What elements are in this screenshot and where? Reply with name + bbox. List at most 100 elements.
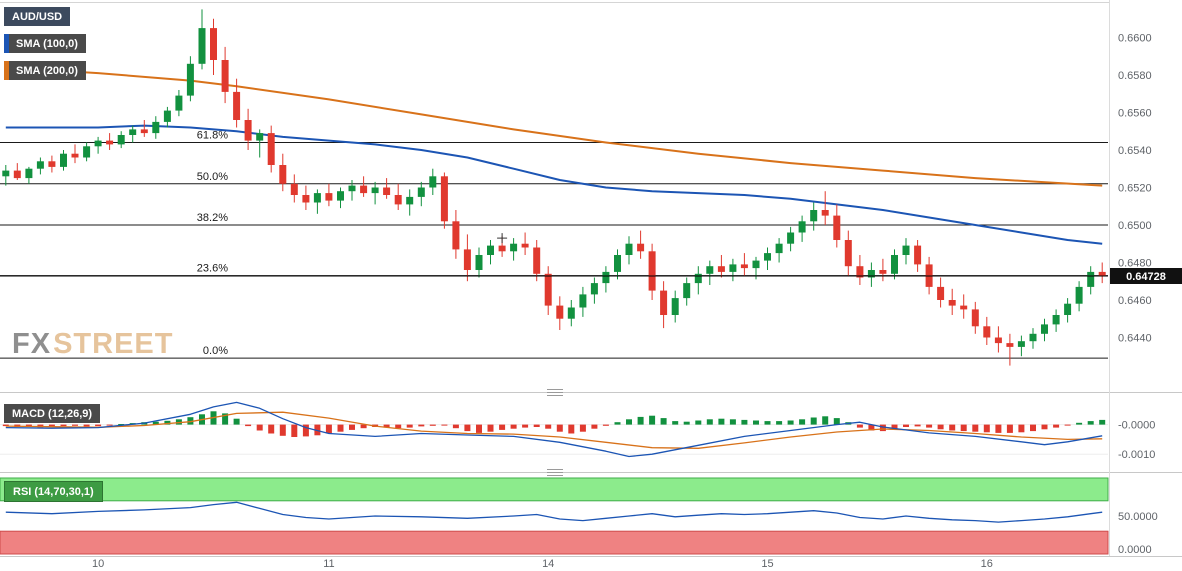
candle: [891, 249, 898, 280]
sma200-label: SMA (200,0): [16, 64, 78, 77]
candle: [879, 258, 887, 282]
candle: [36, 157, 44, 175]
candle: [614, 249, 621, 280]
candle: [440, 172, 448, 229]
candle: [694, 266, 702, 295]
rsi-oversold-band: [0, 530, 1109, 555]
symbol-text: AUD/USD: [12, 10, 63, 23]
candle: [325, 183, 333, 207]
pane-resize-handle[interactable]: [547, 389, 563, 396]
candle: [383, 178, 391, 199]
svg-text:0.6440: 0.6440: [1118, 333, 1152, 345]
sma100-line: [5, 124, 1103, 245]
last-price-badge: 0.64728: [1110, 268, 1182, 284]
candle: [267, 125, 275, 173]
candle: [544, 266, 552, 315]
candle: [867, 262, 875, 287]
candle: [140, 120, 148, 137]
watermark-fx-text: FX: [12, 328, 52, 360]
macd-axis[interactable]: -0.0000 -0.0010: [1118, 420, 1155, 462]
sma100-color-strip: [4, 34, 9, 53]
candle: [983, 316, 991, 345]
candle: [360, 176, 368, 197]
candle: [406, 189, 414, 216]
svg-text:50.0000: 50.0000: [1118, 511, 1158, 523]
candle: [533, 240, 541, 282]
macd-signal-line: [5, 411, 1103, 449]
watermark-street-text: STREET: [53, 328, 174, 360]
macd-label: MACD (12,26,9): [12, 407, 93, 420]
fib-retracement-levels[interactable]: 61.8% 50.0% 38.2% 23.6% 0.0%: [0, 130, 1108, 359]
candle: [567, 300, 575, 327]
candle: [186, 56, 194, 102]
candle: [590, 277, 598, 304]
price-axis[interactable]: 0.6600 0.6580 0.6560 0.6540 0.6520 0.6500 0.64…: [1118, 33, 1152, 345]
time-axis[interactable]: 10 11 14 15 16: [92, 558, 993, 570]
candle: [971, 301, 979, 334]
candle: [787, 226, 795, 252]
svg-text:-0.0000: -0.0000: [1118, 420, 1155, 432]
candle: [1029, 328, 1037, 349]
svg-text:0.0%: 0.0%: [203, 345, 228, 357]
candle: [302, 185, 310, 210]
svg-text:61.8%: 61.8%: [197, 130, 228, 142]
sma200-color-strip: [4, 61, 9, 80]
pane-resize-handle[interactable]: [547, 469, 563, 476]
candle: [637, 230, 645, 259]
candle: [1017, 335, 1025, 357]
sma100-label: SMA (100,0): [16, 37, 78, 50]
rsi-pane: [0, 477, 1109, 555]
symbol-label-chip[interactable]: AUD/USD: [4, 7, 71, 26]
candle: [671, 290, 679, 323]
sma100-legend-chip[interactable]: SMA (100,0): [4, 34, 86, 53]
candle: [221, 46, 229, 104]
candle: [948, 288, 956, 315]
candle: [1064, 298, 1072, 323]
sma200-legend-chip[interactable]: SMA (200,0): [4, 61, 86, 80]
rsi-label: RSI (14,70,30,1): [13, 485, 94, 498]
candle: [937, 277, 945, 308]
candle: [463, 234, 471, 282]
candle: [775, 238, 783, 263]
rsi-legend-chip[interactable]: RSI (14,70,30,1): [4, 481, 103, 502]
candle: [117, 131, 125, 149]
candle: [475, 247, 483, 278]
candle: [60, 150, 67, 171]
svg-text:0.6540: 0.6540: [1118, 145, 1152, 157]
candle: [960, 294, 968, 319]
fxstreet-watermark: FXSTREET: [12, 330, 173, 359]
macd-legend-chip[interactable]: MACD (12,26,9): [4, 404, 101, 423]
candle: [740, 253, 748, 276]
svg-text:16: 16: [981, 558, 993, 570]
candle: [1087, 266, 1095, 295]
candle: [764, 247, 771, 270]
candle: [129, 125, 137, 143]
candle: [48, 155, 56, 173]
candle: [313, 189, 321, 214]
candle: [1041, 318, 1048, 342]
candle: [256, 129, 264, 158]
candle: [810, 202, 818, 231]
candle: [106, 133, 114, 150]
rsi-axis[interactable]: 50.0000 0.0000: [1118, 511, 1158, 556]
candle: [648, 243, 656, 300]
candle: [902, 238, 910, 265]
candle: [683, 277, 691, 306]
candle: [821, 191, 829, 225]
candle: [521, 232, 529, 255]
svg-text:10: 10: [92, 558, 104, 570]
svg-text:0.6560: 0.6560: [1118, 108, 1152, 120]
candle: [914, 240, 922, 272]
candle: [371, 181, 379, 205]
candles-group: [2, 9, 1106, 366]
candle: [729, 258, 737, 282]
candle: [994, 326, 1002, 353]
svg-text:15: 15: [761, 558, 773, 570]
candle: [279, 153, 287, 192]
candle: [25, 166, 33, 184]
candle: [1098, 262, 1106, 284]
svg-text:0.6500: 0.6500: [1118, 220, 1152, 232]
svg-text:11: 11: [323, 558, 334, 570]
